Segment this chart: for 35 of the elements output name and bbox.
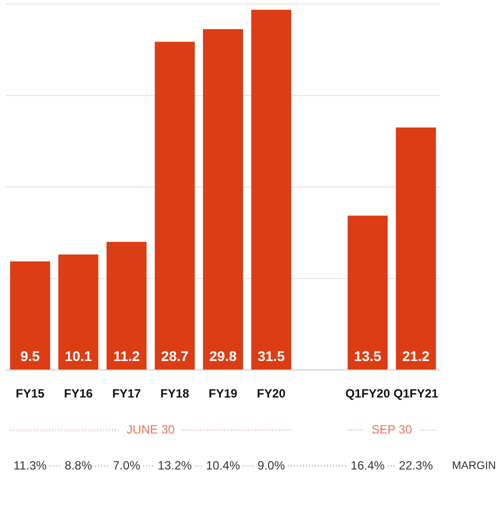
data-label: 21.2 <box>402 348 430 364</box>
data-label: 28.7 <box>161 348 189 364</box>
bar <box>251 10 292 370</box>
bar <box>154 42 195 370</box>
text: 22.3% <box>398 458 434 472</box>
bar <box>58 254 98 370</box>
text: JUNE 30 <box>126 422 175 436</box>
x-tick-label: FY15 <box>16 386 45 400</box>
text: 13.2% <box>158 458 192 472</box>
text: 11.3% <box>14 458 48 472</box>
data-label: 9.5 <box>20 348 40 364</box>
x-tick-label: FY20 <box>256 386 286 400</box>
bar <box>106 242 147 370</box>
bar <box>396 128 436 370</box>
x-tick-label: FY19 <box>208 386 238 400</box>
text: 9.0% <box>258 458 286 472</box>
bar <box>10 261 50 370</box>
text: 8.8% <box>64 458 92 472</box>
text: MARGIN <box>452 460 496 472</box>
data-label: 11.2 <box>113 348 140 364</box>
data-label: 29.8 <box>209 348 237 364</box>
bar <box>202 29 244 370</box>
data-label: 31.5 <box>258 348 286 364</box>
text: 10.4% <box>206 458 240 472</box>
data-label: 10.1 <box>64 348 92 364</box>
text: 16.4% <box>350 458 386 472</box>
data-label: 13.5 <box>354 348 382 364</box>
text: 7.0% <box>112 458 141 472</box>
x-tick-label: FY17 <box>112 386 142 400</box>
text: SEP 30 <box>372 422 412 436</box>
x-tick-label: FY18 <box>160 386 190 400</box>
x-tick-label: Q1FY21 <box>394 386 439 400</box>
bar <box>348 216 388 370</box>
x-tick-label: FY16 <box>64 386 93 400</box>
x-tick-label: Q1FY20 <box>345 386 390 400</box>
